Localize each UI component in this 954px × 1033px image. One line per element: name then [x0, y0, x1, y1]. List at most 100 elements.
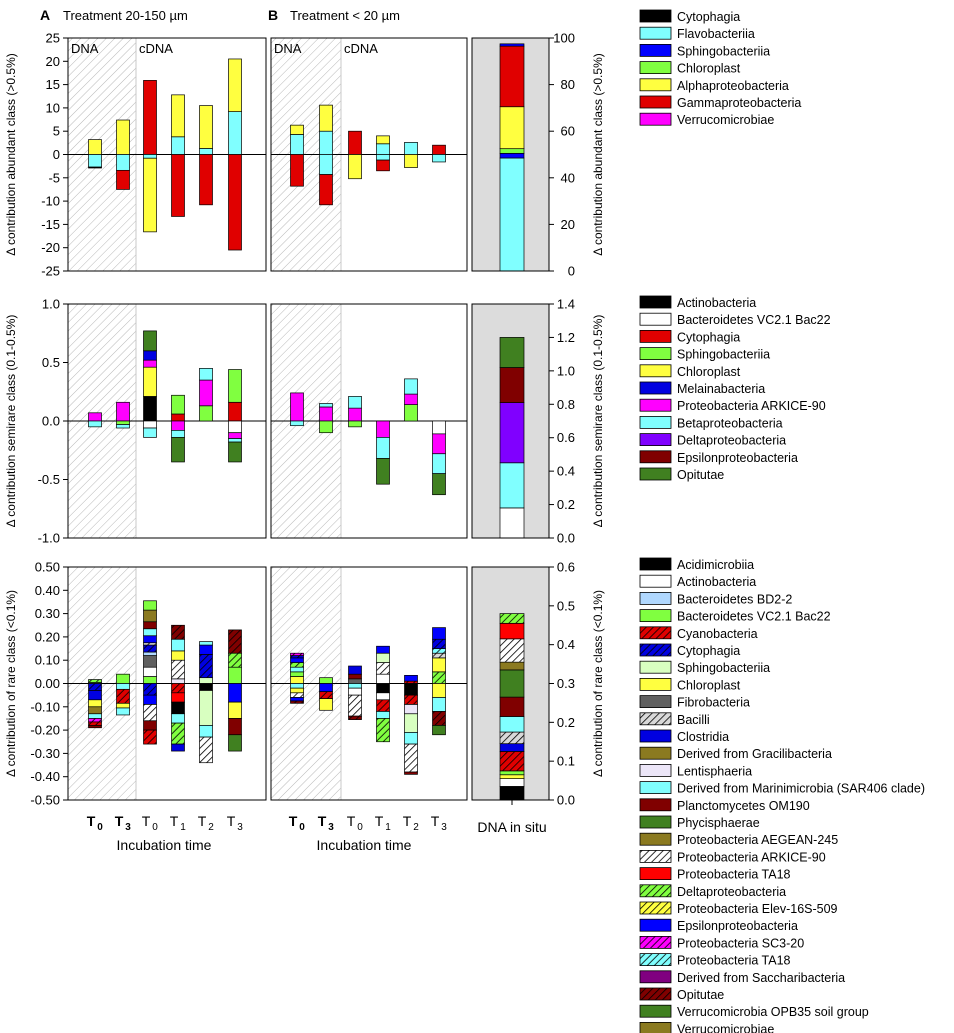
bar-segment — [376, 458, 390, 485]
legend-label: Bacteroidetes VC2.1 Bac22 — [677, 313, 831, 327]
bar-segment — [404, 713, 418, 733]
bar-segment — [290, 687, 304, 694]
bar-segment — [88, 690, 102, 701]
legend-label: Proteobacteria Elev-16S-509 — [677, 902, 838, 916]
bar-segment — [199, 154, 213, 206]
bar-b-4 — [404, 378, 418, 422]
dna-region-label: DNA — [274, 41, 302, 56]
bar-segment-hatch — [143, 730, 157, 745]
bar-segment — [432, 473, 446, 496]
bar-b-0 — [290, 652, 304, 704]
legend-swatch-hatch — [640, 712, 671, 725]
legend-swatch — [639, 364, 672, 378]
bar-segment — [171, 743, 185, 752]
bar-segment — [319, 174, 333, 206]
legend-label: Clostridia — [677, 730, 729, 744]
bar-segment — [228, 438, 242, 443]
legend-label: Gammaproteobacteria — [677, 96, 801, 110]
bar-segment-hatch — [376, 662, 390, 675]
bar-segment — [143, 628, 157, 637]
bar-segment — [199, 368, 213, 381]
y-tick-label: -0.20 — [30, 723, 60, 738]
legend-swatch — [639, 1022, 672, 1033]
bar-a-5 — [228, 58, 242, 251]
bar-segment — [228, 432, 242, 439]
bar-segment — [88, 699, 102, 708]
bar-a-4 — [199, 105, 213, 206]
bar-segment — [116, 401, 130, 422]
bar-segment — [376, 683, 390, 694]
bar-segment — [290, 676, 304, 684]
legend-swatch — [639, 695, 672, 708]
right-y-tick-label: 0.6 — [557, 430, 575, 445]
in-situ-bar — [499, 613, 525, 801]
bar-segment-hatch — [376, 699, 390, 712]
bar-a-3 — [171, 394, 185, 463]
bar-segment — [499, 696, 525, 717]
bar-segment — [228, 734, 242, 752]
bar-segment — [199, 105, 213, 149]
x-tick-subscript: 3 — [441, 822, 447, 833]
legend-label: Chloroplast — [677, 365, 741, 379]
bar-segment — [171, 430, 185, 438]
y-tick-label: -0.5 — [38, 472, 60, 487]
bar-segment — [171, 678, 185, 684]
bar-segment — [319, 420, 333, 434]
right-y-axis-title: Δ contribution abundant class (>0.5%) — [591, 53, 605, 255]
legend-swatch — [639, 746, 672, 760]
legend-swatch — [639, 415, 672, 429]
legend-label: Flavobacteriia — [677, 27, 755, 41]
bar-segment-hatch — [199, 654, 213, 678]
bar-segment-hatch — [500, 638, 524, 663]
panel-b-letter: B — [268, 7, 278, 23]
bar-segment — [432, 144, 446, 155]
panel-a-title: Treatment 20-150 µm — [63, 8, 188, 23]
bar-segment — [432, 697, 446, 712]
bar-segment — [143, 600, 157, 611]
bar-segment — [143, 80, 157, 155]
bar-segment — [143, 154, 157, 159]
x-tick-subscript: 2 — [413, 822, 419, 833]
bar-segment — [116, 420, 130, 425]
bar-segment — [171, 136, 185, 155]
bar-segment — [348, 665, 362, 675]
right-y-tick-label: 0.4 — [557, 637, 575, 652]
bar-b-1 — [319, 677, 333, 711]
bar-a-1 — [116, 119, 130, 190]
y-tick-label: 0.40 — [35, 583, 60, 598]
x-tick-subscript: 0 — [152, 822, 158, 833]
bar-segment — [171, 692, 185, 703]
legend-swatch — [639, 44, 672, 57]
y-tick-label: 25 — [46, 31, 60, 46]
bar-segment-hatch — [290, 662, 304, 668]
y-tick-label: 10 — [46, 100, 60, 115]
x-tick-subscript: 0 — [97, 822, 103, 833]
right-y-tick-label: 0.5 — [557, 598, 575, 613]
legend-swatch — [639, 26, 672, 40]
right-y-tick-label: 0.2 — [557, 497, 575, 512]
legend-swatch — [639, 9, 672, 23]
legend-label: Proteobacteria SC3-20 — [677, 936, 804, 950]
y-tick-label: -0.10 — [30, 699, 60, 714]
bar-segment — [499, 622, 525, 640]
bar-a-0 — [88, 412, 102, 428]
bar-segment-hatch — [348, 716, 362, 720]
x-tick-subscript: 3 — [125, 822, 131, 833]
right-y-tick-label: 1.2 — [557, 330, 575, 345]
x-tick-subscript: 3 — [237, 822, 243, 833]
bar-segment — [143, 651, 157, 656]
bar-segment — [348, 687, 362, 696]
legend-swatch-hatch — [640, 626, 671, 639]
bar-segment — [88, 706, 102, 715]
legend-swatch — [639, 329, 672, 343]
legend-label: Opitutae — [677, 468, 724, 482]
x-tick-label: T — [142, 813, 151, 829]
legend-label: Verrucomicrobiae — [677, 1022, 774, 1033]
right-y-tick-label: 0.0 — [557, 531, 575, 546]
in-situ-bar — [499, 43, 525, 272]
legend-swatch — [639, 467, 672, 481]
cdna-region-label: cDNA — [344, 41, 378, 56]
legend-swatch-hatch — [640, 902, 671, 914]
legend-swatch-hatch — [640, 884, 671, 897]
